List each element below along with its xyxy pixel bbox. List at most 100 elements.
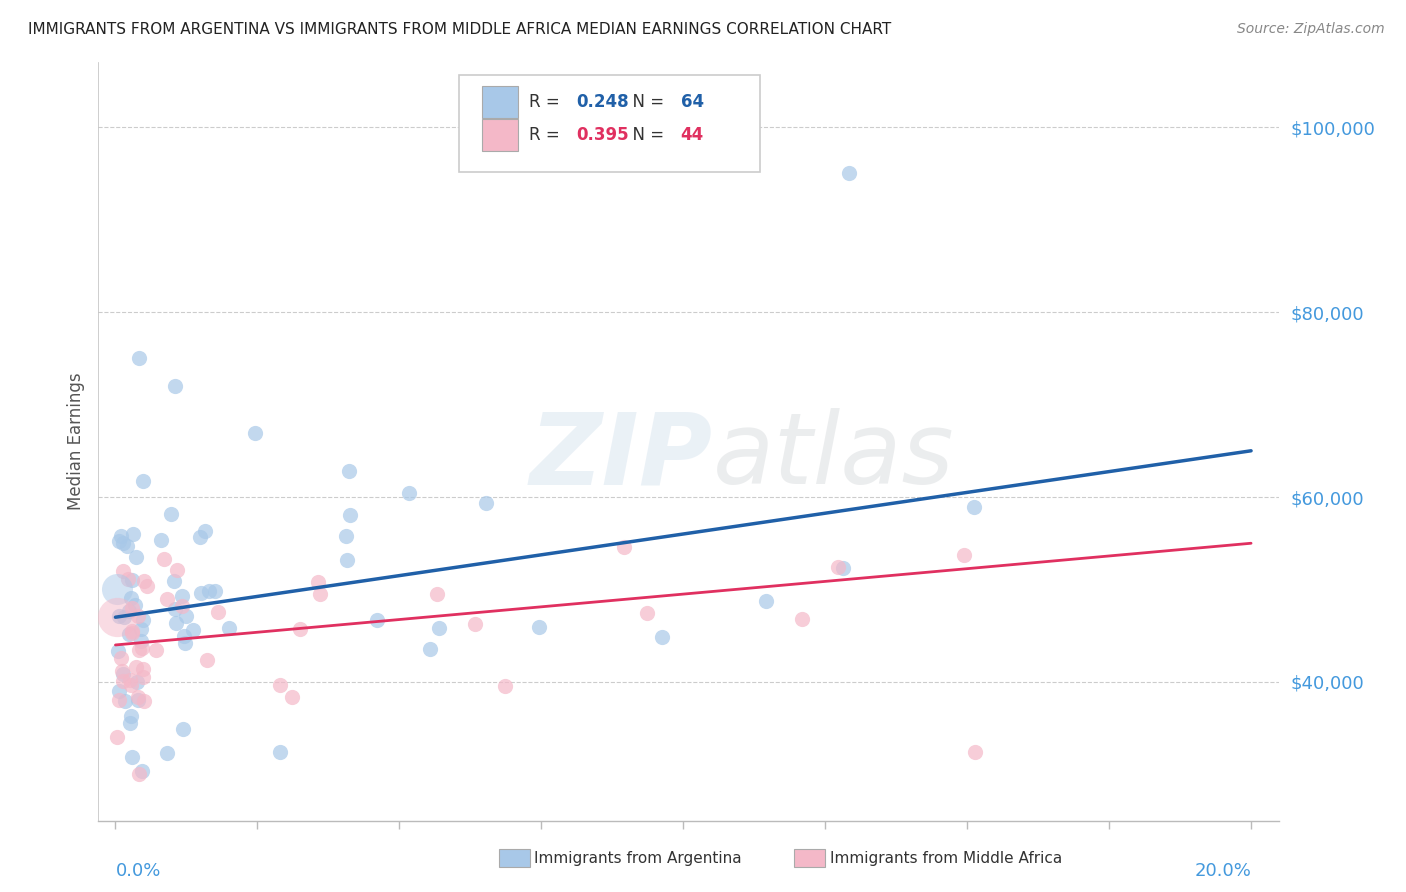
Point (165, 602, 187, 616)
Point (118, 627, 141, 641)
Text: N =: N = (621, 93, 669, 111)
Point (122, 526, 145, 541)
Point (308, 574, 330, 589)
Point (339, 508, 361, 523)
Point (127, 693, 149, 707)
Point (190, 586, 212, 600)
Point (114, 694, 136, 708)
Text: IMMIGRANTS FROM ARGENTINA VS IMMIGRANTS FROM MIDDLE AFRICA MEDIAN EARNINGS CORRE: IMMIGRANTS FROM ARGENTINA VS IMMIGRANTS … (28, 22, 891, 37)
Bar (482, 86, 517, 118)
Point (281, 690, 304, 705)
Point (181, 623, 204, 637)
Point (121, 750, 143, 764)
Point (131, 613, 153, 627)
Point (174, 609, 197, 624)
Point (121, 600, 143, 615)
Point (118, 604, 141, 618)
Point (790, 612, 813, 626)
Point (132, 475, 155, 489)
Point (419, 642, 441, 657)
Point (120, 591, 142, 605)
Point (494, 679, 516, 693)
Point (107, 693, 129, 707)
Point (163, 574, 186, 589)
Point (218, 621, 240, 635)
Point (112, 610, 135, 624)
Point (125, 549, 148, 564)
Point (111, 535, 134, 549)
Point (172, 723, 194, 737)
Point (398, 486, 420, 500)
Point (366, 613, 388, 627)
Point (173, 636, 195, 650)
Point (613, 541, 636, 555)
Point (464, 617, 486, 632)
Point (111, 673, 134, 688)
Point (118, 673, 141, 688)
Point (163, 379, 186, 393)
Point (124, 598, 146, 612)
Point (108, 609, 131, 624)
Point (269, 745, 291, 759)
Point (173, 629, 195, 643)
Point (108, 684, 131, 698)
Point (110, 528, 132, 542)
Text: Source: ZipAtlas.com: Source: ZipAtlas.com (1237, 22, 1385, 37)
Point (121, 573, 143, 587)
Point (204, 583, 226, 598)
Text: ZIP: ZIP (530, 409, 713, 505)
Point (112, 666, 135, 681)
Text: 20.0%: 20.0% (1194, 863, 1251, 880)
Point (288, 622, 311, 636)
Point (838, 166, 860, 180)
Bar (482, 120, 517, 151)
Point (112, 564, 135, 578)
Point (153, 552, 176, 566)
Point (165, 615, 187, 630)
Text: 44: 44 (681, 127, 704, 145)
Point (195, 653, 218, 667)
Point (831, 561, 853, 575)
Point (166, 563, 188, 577)
Point (105, 582, 128, 597)
Point (132, 662, 155, 676)
Point (827, 559, 849, 574)
Point (110, 651, 132, 665)
Text: 64: 64 (681, 93, 704, 111)
Point (105, 610, 128, 624)
Point (527, 619, 550, 633)
Point (269, 678, 291, 692)
Text: N =: N = (621, 127, 669, 145)
Point (198, 584, 221, 599)
Text: Immigrants from Middle Africa: Immigrants from Middle Africa (830, 851, 1062, 865)
Text: 0.0%: 0.0% (115, 863, 160, 880)
Point (131, 764, 153, 778)
Point (128, 767, 150, 781)
Point (636, 606, 658, 620)
Point (108, 533, 131, 548)
FancyBboxPatch shape (458, 75, 759, 172)
Point (207, 605, 229, 619)
Point (429, 621, 451, 635)
Point (156, 591, 179, 606)
Point (172, 589, 194, 603)
Point (117, 572, 139, 586)
Point (651, 630, 673, 644)
Point (134, 574, 156, 588)
Text: R =: R = (530, 127, 565, 145)
Point (337, 464, 360, 478)
Point (150, 533, 173, 548)
Point (156, 747, 179, 761)
Point (159, 507, 181, 521)
Text: R =: R = (530, 93, 565, 111)
Text: atlas: atlas (713, 409, 955, 505)
Point (127, 609, 149, 624)
Point (335, 528, 357, 542)
Point (963, 745, 986, 759)
Point (188, 530, 211, 544)
Point (121, 625, 143, 640)
Text: 0.248: 0.248 (576, 93, 630, 111)
Point (117, 539, 139, 553)
Point (963, 500, 986, 514)
Point (136, 579, 159, 593)
